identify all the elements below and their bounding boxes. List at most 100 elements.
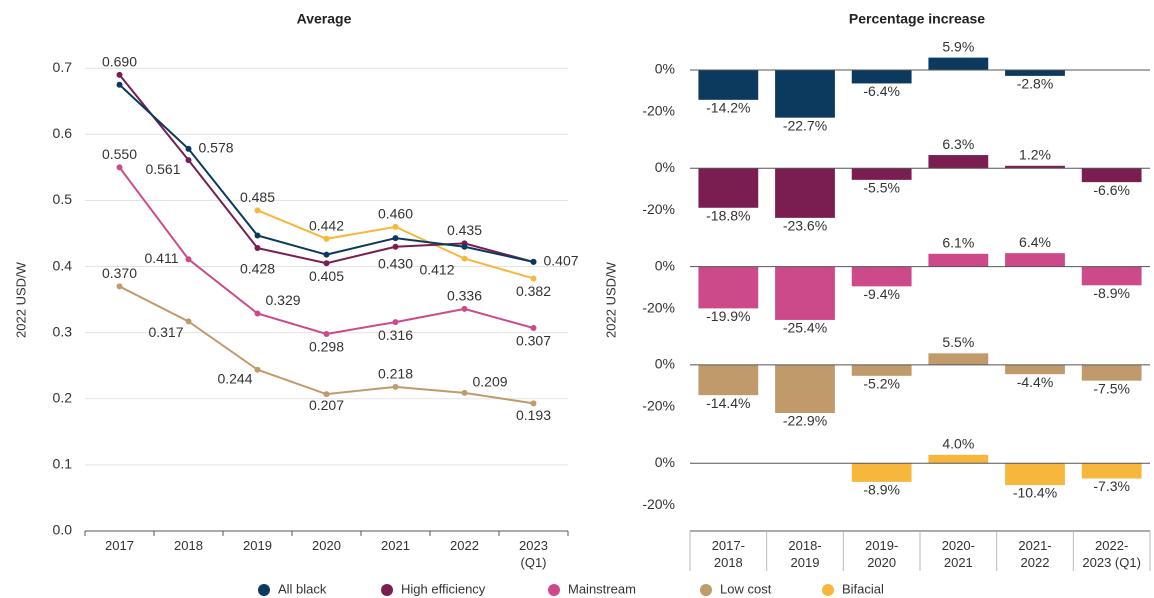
x-tick-label: 2019-2020 <box>865 538 898 570</box>
y-tick-label: 0.4 <box>53 257 73 273</box>
data-label: 0.316 <box>378 327 413 343</box>
data-point <box>323 391 330 398</box>
data-label: -6.4% <box>863 83 900 99</box>
x-tick-label: 2023 (Q1) <box>519 538 548 570</box>
chart-title: Average <box>297 11 352 27</box>
data-label: 5.9% <box>942 38 974 54</box>
bar <box>1081 266 1142 286</box>
bar <box>928 454 989 464</box>
data-point <box>254 366 261 373</box>
data-label: 0.336 <box>447 288 482 304</box>
data-label: -22.7% <box>783 117 827 133</box>
y-tick-label: -20% <box>642 299 675 315</box>
bar <box>1081 364 1142 381</box>
y-tick-label: -20% <box>642 496 675 512</box>
legend-swatch <box>700 584 712 596</box>
x-tick-label: 2020 <box>312 538 341 553</box>
x-tick-label: 2018 <box>174 538 203 553</box>
bar <box>1005 70 1065 76</box>
chart-title: Percentage increase <box>849 11 985 27</box>
data-point <box>530 258 537 265</box>
data-point <box>461 255 468 262</box>
y-tick-label: 0.5 <box>53 191 73 207</box>
data-label: 0.193 <box>516 407 551 423</box>
data-point <box>185 256 192 263</box>
x-tick-label: 2021-2022 <box>1018 538 1051 570</box>
data-label: 0.550 <box>102 146 137 162</box>
data-label: -7.3% <box>1093 478 1130 494</box>
legend-label: Bifacial <box>842 581 884 596</box>
data-label: 0.435 <box>447 222 482 238</box>
bar <box>775 364 835 413</box>
y-axis-label: 2022 USD/W <box>603 261 618 338</box>
x-tick-label: 2017 <box>105 538 134 553</box>
data-point <box>461 389 468 396</box>
data-point <box>461 243 468 250</box>
data-label: 0.298 <box>309 339 344 355</box>
bar <box>851 463 912 482</box>
data-point <box>185 157 192 164</box>
data-label: 0.412 <box>419 261 454 277</box>
data-label: -7.5% <box>1093 380 1130 396</box>
bar <box>851 266 912 287</box>
bar <box>775 266 835 320</box>
data-label: 0.244 <box>217 370 252 386</box>
x-tick-label: 2021 <box>381 538 410 553</box>
data-point <box>323 251 330 258</box>
legend-label: Low cost <box>720 581 772 596</box>
y-tick-label: 0% <box>655 454 675 470</box>
data-label: -8.9% <box>863 482 900 498</box>
series-line <box>118 166 534 336</box>
legend-swatch <box>258 584 270 596</box>
data-label: -5.5% <box>863 180 900 196</box>
data-label: 5.5% <box>942 334 974 350</box>
bar <box>698 70 759 100</box>
bar <box>928 155 989 169</box>
data-point <box>254 232 261 239</box>
data-label: 0.442 <box>309 217 344 233</box>
data-label: 0.317 <box>148 324 183 340</box>
y-tick-label: 0.7 <box>53 59 73 75</box>
data-point <box>254 207 261 214</box>
y-tick-label: 0% <box>655 257 675 273</box>
data-label: -5.2% <box>863 376 900 392</box>
data-label: 0.209 <box>473 374 508 390</box>
x-tick-label: 2019 <box>243 538 272 553</box>
y-tick-label: 0.0 <box>53 522 73 538</box>
data-label: -10.4% <box>1013 485 1057 501</box>
y-tick-label: -20% <box>642 398 675 414</box>
data-point <box>254 310 261 317</box>
data-point <box>392 223 399 230</box>
data-point <box>116 71 123 78</box>
data-point <box>185 318 192 325</box>
legend-label: High efficiency <box>401 581 486 596</box>
bar <box>1005 463 1065 486</box>
data-label: 0.430 <box>378 255 413 271</box>
bar <box>1005 253 1065 267</box>
y-tick-label: 0% <box>655 159 675 175</box>
data-label: 0.405 <box>309 268 344 284</box>
data-label: -25.4% <box>783 320 827 336</box>
data-point <box>185 145 192 152</box>
bar <box>698 266 759 309</box>
data-label: -23.6% <box>783 218 827 234</box>
data-label: 6.1% <box>942 234 974 250</box>
data-point <box>116 81 123 88</box>
bar <box>698 168 759 208</box>
data-label: 6.4% <box>1019 234 1051 250</box>
bar <box>928 57 989 70</box>
bar <box>928 353 989 365</box>
data-point <box>392 319 399 326</box>
data-point <box>323 235 330 242</box>
y-tick-label: -20% <box>642 201 675 217</box>
data-label: 0.690 <box>102 54 137 70</box>
data-label: -8.9% <box>1093 285 1130 301</box>
data-label: -14.2% <box>706 100 750 116</box>
y-tick-label: 0.1 <box>53 456 73 472</box>
data-label: 0.485 <box>240 189 275 205</box>
data-point <box>392 383 399 390</box>
bar <box>851 168 912 180</box>
bar <box>1081 168 1142 183</box>
bar <box>1081 463 1142 479</box>
